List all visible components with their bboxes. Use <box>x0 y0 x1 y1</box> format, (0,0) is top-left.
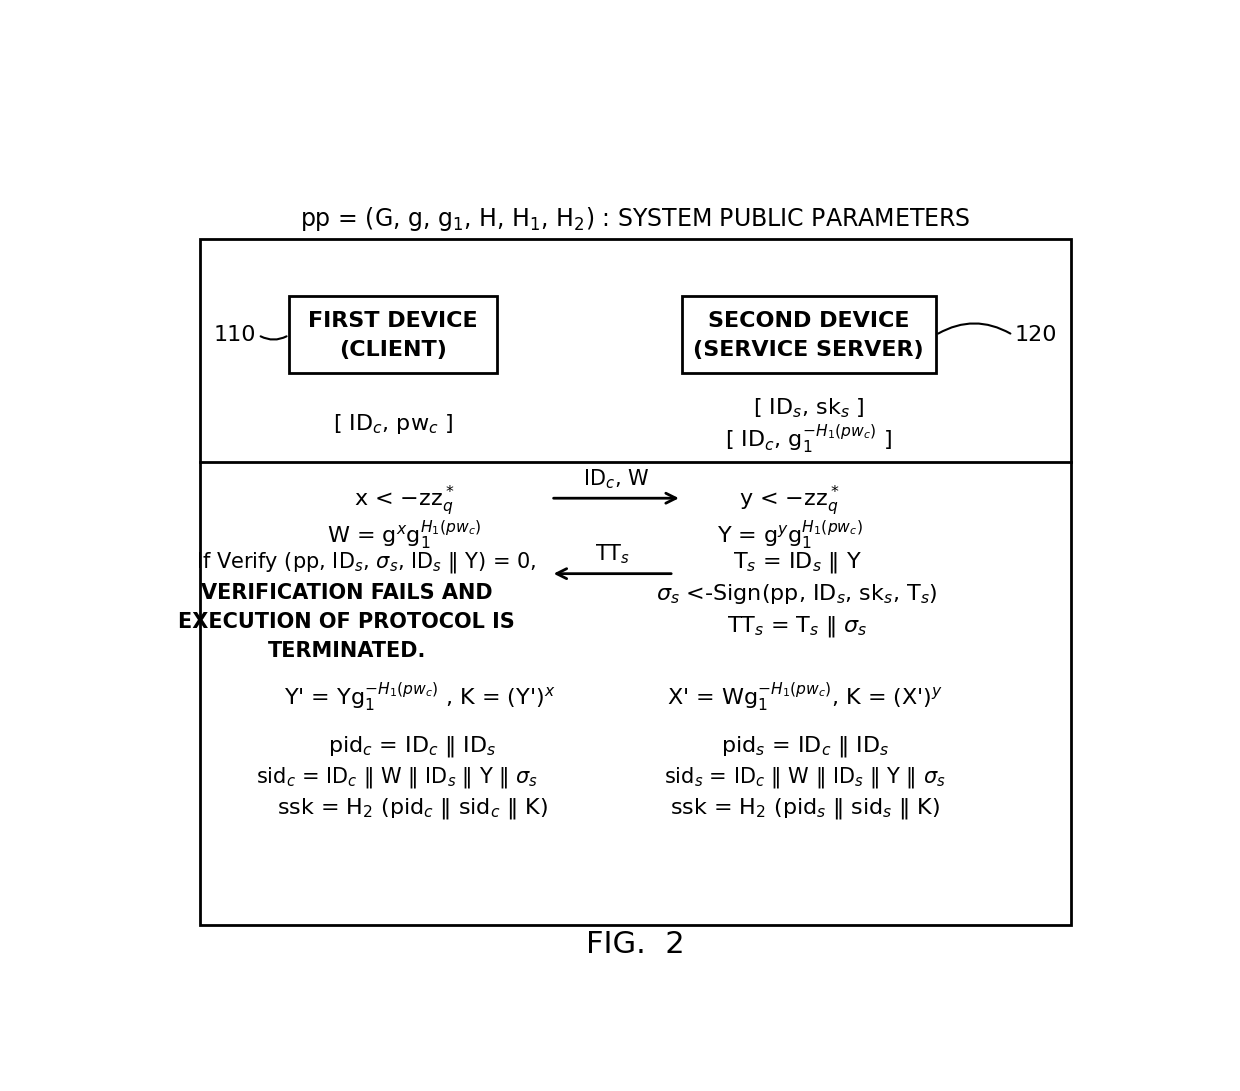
Text: VERIFICATION FAILS AND: VERIFICATION FAILS AND <box>201 583 492 603</box>
Text: ssk = H$_2$ (pid$_s$ $\|$ sid$_s$ $\|$ K): ssk = H$_2$ (pid$_s$ $\|$ sid$_s$ $\|$ K… <box>670 796 940 822</box>
Text: [ ID$_s$, sk$_s$ ]: [ ID$_s$, sk$_s$ ] <box>753 396 864 420</box>
Bar <box>201 240 1070 925</box>
Text: ID$_c$, W: ID$_c$, W <box>583 467 650 491</box>
Text: (SERVICE SERVER): (SERVICE SERVER) <box>693 340 924 360</box>
Text: Y' = Yg$_1^{-H_1(pw_c)}$ , K = (Y')$^x$: Y' = Yg$_1^{-H_1(pw_c)}$ , K = (Y')$^x$ <box>284 680 556 714</box>
Text: pp = (G, g, g$_1$, H, H$_1$, H$_2$) : SYSTEM PUBLIC PARAMETERS: pp = (G, g, g$_1$, H, H$_1$, H$_2$) : SY… <box>300 205 971 233</box>
Text: $\sigma_s$ <-Sign(pp, ID$_s$, sk$_s$, T$_s$): $\sigma_s$ <-Sign(pp, ID$_s$, sk$_s$, T$… <box>656 583 939 607</box>
Text: 120: 120 <box>1014 325 1058 345</box>
Text: (CLIENT): (CLIENT) <box>339 340 446 360</box>
Text: [ ID$_c$, g$_1^{-H_1(pw_c)}$ ]: [ ID$_c$, g$_1^{-H_1(pw_c)}$ ] <box>725 422 893 456</box>
Text: EXECUTION OF PROTOCOL IS: EXECUTION OF PROTOCOL IS <box>179 612 515 632</box>
Text: TT$_s$: TT$_s$ <box>595 542 630 566</box>
Text: sid$_c$ = ID$_c$ $\|$ W $\|$ ID$_s$ $\|$ Y $\|$ $\sigma_s$: sid$_c$ = ID$_c$ $\|$ W $\|$ ID$_s$ $\|$… <box>255 765 538 790</box>
Text: W = g$^x$g$_1^{H_1(pw_c)}$: W = g$^x$g$_1^{H_1(pw_c)}$ <box>327 518 481 552</box>
Text: 110: 110 <box>213 325 257 345</box>
Text: ssk = H$_2$ (pid$_c$ $\|$ sid$_c$ $\|$ K): ssk = H$_2$ (pid$_c$ $\|$ sid$_c$ $\|$ K… <box>277 796 548 822</box>
Text: x < $-$zz$_q^*$: x < $-$zz$_q^*$ <box>355 483 455 518</box>
Text: FIRST DEVICE: FIRST DEVICE <box>308 311 477 331</box>
Text: [ ID$_c$, pw$_c$ ]: [ ID$_c$, pw$_c$ ] <box>332 411 453 435</box>
Text: TT$_s$ = T$_s$ $\|$ $\sigma_s$: TT$_s$ = T$_s$ $\|$ $\sigma_s$ <box>727 614 868 639</box>
Bar <box>682 297 936 373</box>
Text: Y = g$^y$g$_1^{H_1(pw_c)}$: Y = g$^y$g$_1^{H_1(pw_c)}$ <box>717 518 862 552</box>
Text: T$_s$ = ID$_s$ $\|$ Y: T$_s$ = ID$_s$ $\|$ Y <box>733 550 862 575</box>
Text: TERMINATED.: TERMINATED. <box>268 642 425 661</box>
Text: If Verify (pp, ID$_s$, $\sigma_s$, ID$_s$ $\|$ Y) = 0,: If Verify (pp, ID$_s$, $\sigma_s$, ID$_s… <box>196 550 536 575</box>
Text: pid$_c$ = ID$_c$ $\|$ ID$_s$: pid$_c$ = ID$_c$ $\|$ ID$_s$ <box>327 734 496 759</box>
Text: y < $-$zz$_q^*$: y < $-$zz$_q^*$ <box>739 483 839 518</box>
Bar <box>289 297 497 373</box>
Text: X' = Wg$_1^{-H_1(pw_c)}$, K = (X')$^y$: X' = Wg$_1^{-H_1(pw_c)}$, K = (X')$^y$ <box>667 680 942 714</box>
Text: SECOND DEVICE: SECOND DEVICE <box>708 311 909 331</box>
Text: pid$_s$ = ID$_c$ $\|$ ID$_s$: pid$_s$ = ID$_c$ $\|$ ID$_s$ <box>720 734 889 759</box>
Text: sid$_s$ = ID$_c$ $\|$ W $\|$ ID$_s$ $\|$ Y $\|$ $\sigma_s$: sid$_s$ = ID$_c$ $\|$ W $\|$ ID$_s$ $\|$… <box>665 765 946 790</box>
Text: FIG.  2: FIG. 2 <box>587 930 684 959</box>
